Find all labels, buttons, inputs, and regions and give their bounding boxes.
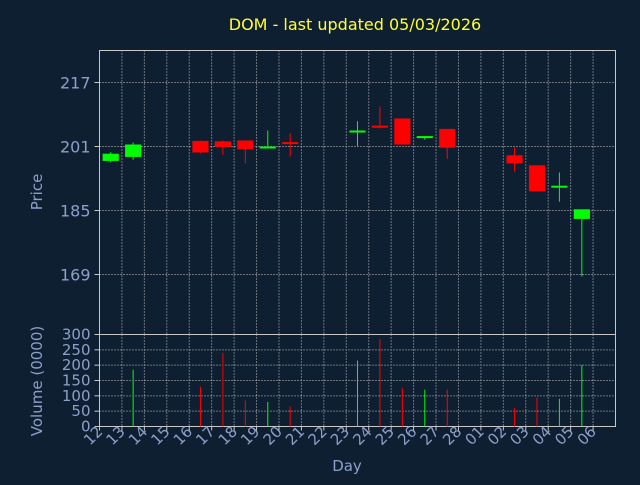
price-panel-frame (99, 50, 616, 335)
candle-body (282, 142, 299, 145)
candle-body (528, 165, 546, 192)
candle-body (394, 118, 411, 145)
candle-body (125, 144, 142, 157)
volume-tick-label: 100 (62, 387, 91, 405)
price-tick-label: 169 (60, 266, 91, 285)
volume-tick-label: 200 (62, 356, 91, 374)
candle-body (506, 155, 523, 164)
candle-body (349, 130, 366, 133)
candle-body (192, 140, 209, 153)
price-tick-label: 185 (60, 202, 91, 221)
x-axis-title: Day (332, 457, 362, 475)
price-candles (102, 106, 590, 277)
price-tick-label: 201 (60, 138, 91, 157)
candle-body (102, 153, 119, 161)
price-axis-title: Price (28, 174, 46, 211)
tick-labels: 1691852012170501001502002503001213141516… (60, 74, 600, 449)
volume-axis-title: Volume (0000) (28, 326, 46, 436)
volume-tick-label: 50 (71, 402, 90, 420)
candle-body (259, 146, 276, 149)
candle-body (214, 141, 231, 147)
candle-body (573, 209, 590, 219)
volume-bars (132, 339, 583, 427)
price-tick-label: 217 (60, 74, 91, 93)
volume-tick-label: 300 (62, 326, 91, 344)
candle-body (551, 185, 568, 188)
candle-body (371, 125, 389, 128)
chart-title: DOM - last updated 05/03/2026 (229, 15, 481, 34)
candle-body (237, 140, 254, 150)
volume-tick-label: 150 (62, 372, 91, 390)
candle-body (439, 128, 456, 148)
volume-tick-label: 0 (81, 418, 91, 436)
candle-body (416, 136, 433, 139)
volume-tick-label: 250 (62, 341, 91, 359)
